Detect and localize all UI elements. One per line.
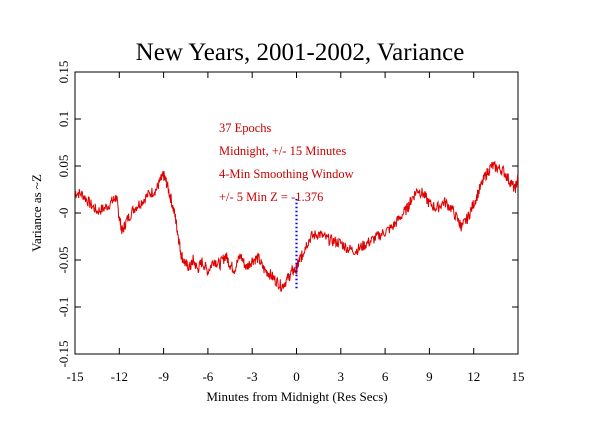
series-line [74, 161, 519, 292]
annotations: 37 Epochs Midnight, +/- 15 Minutes 4-Min S… [219, 121, 354, 204]
y-tick-label: 0.15 [56, 61, 71, 84]
annotation-text: Midnight, +/- 15 Minutes [219, 144, 346, 158]
y-axis-label: Variance as ~Z [29, 174, 44, 252]
y-axis: -0.15 -0.1 -0.05 -0 0.05 0.1 0.15 [56, 61, 518, 368]
x-axis-label: Minutes from Midnight (Res Secs) [206, 389, 387, 404]
y-tick-label: 0.05 [56, 155, 71, 178]
chart-title: New Years, 2001-2002, Variance [136, 39, 465, 66]
y-tick-label: 0.1 [56, 111, 71, 127]
x-tick-label: -12 [111, 369, 128, 384]
y-tick-label: -0.1 [56, 297, 71, 318]
x-tick-label: -6 [202, 369, 213, 384]
x-tick-label: 6 [382, 369, 389, 384]
x-tick-label: 12 [467, 369, 480, 384]
x-tick-label: -15 [66, 369, 83, 384]
annotation-text: 37 Epochs [219, 121, 272, 135]
x-tick-label: -3 [247, 369, 258, 384]
y-tick-label: -0.15 [56, 340, 71, 367]
x-tick-label: 3 [338, 369, 345, 384]
annotation-text: 4-Min Smoothing Window [219, 167, 354, 181]
plot-frame [74, 71, 519, 355]
x-tick-label: 9 [426, 369, 433, 384]
plot-area [74, 161, 519, 292]
y-tick-label: -0 [56, 208, 71, 219]
y-tick-label: -0.05 [56, 246, 71, 273]
x-tick-label: -9 [158, 369, 169, 384]
x-tick-label: 15 [512, 369, 525, 384]
annotation-text: +/- 5 Min Z = -1.376 [219, 190, 323, 204]
x-axis: -15 -12 -9 -6 -3 0 3 6 9 12 15 [66, 72, 525, 384]
x-tick-label: 0 [293, 369, 300, 384]
